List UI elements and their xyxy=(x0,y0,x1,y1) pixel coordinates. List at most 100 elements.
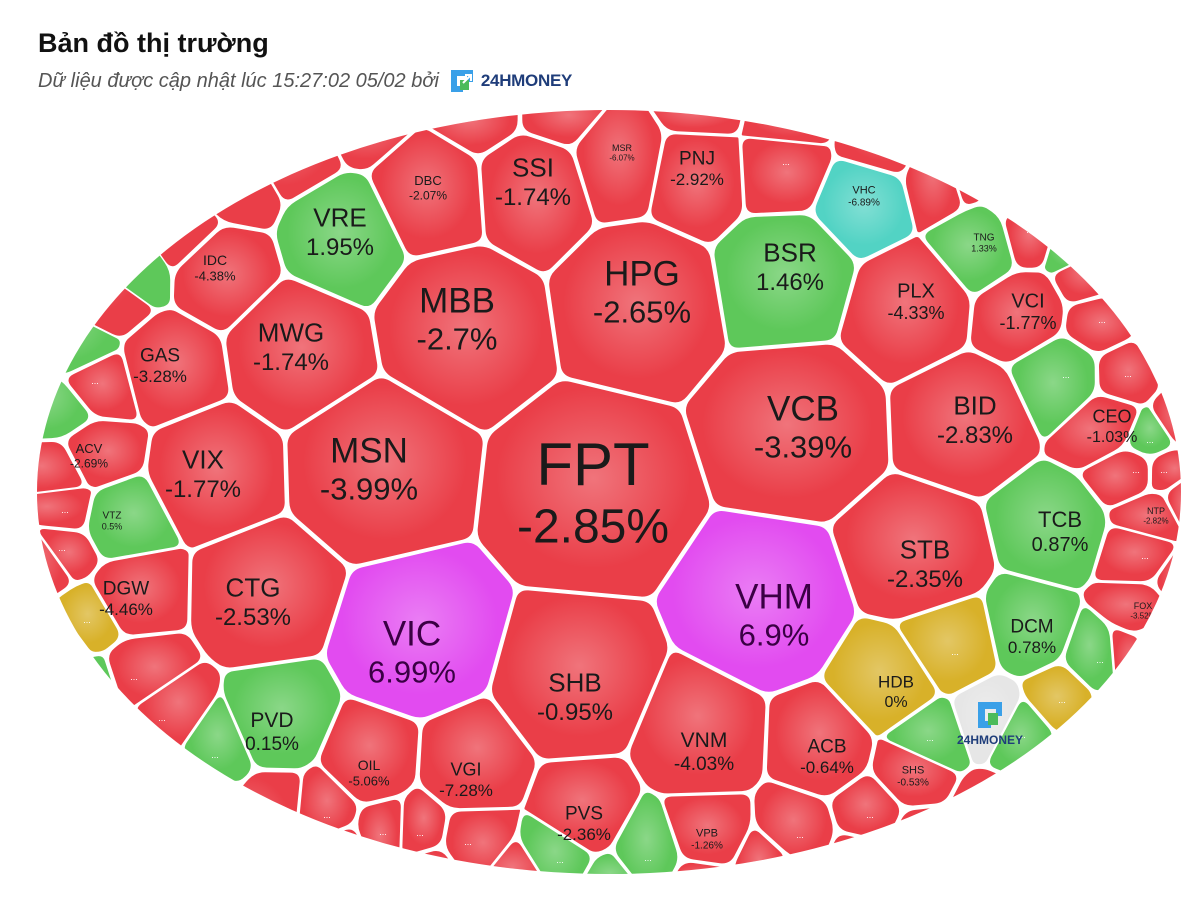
tile-change: -1.74% xyxy=(253,349,329,376)
tile-symbol: HDB xyxy=(878,673,914,692)
tile-change: -4.46% xyxy=(99,600,153,619)
watermark-logo xyxy=(978,702,1002,728)
tile-symbol: VRE xyxy=(313,202,366,232)
filler-tile xyxy=(1086,691,1181,871)
small-tile[interactable] xyxy=(1045,233,1101,273)
tile-symbol: VGI xyxy=(450,759,481,779)
small-tile-ellipsis: ... xyxy=(764,865,772,875)
small-tile-ellipsis: ... xyxy=(556,855,564,865)
filler-tile xyxy=(37,204,151,336)
small-tile-ellipsis: ... xyxy=(1160,465,1168,475)
tile-symbol: VCB xyxy=(767,389,839,428)
small-tile-ellipsis: ... xyxy=(323,810,331,820)
filler-tile xyxy=(83,753,234,874)
tile-change: -4.33% xyxy=(887,303,944,323)
brand-name: 24HMONEY xyxy=(480,71,573,90)
tile-symbol: PVD xyxy=(250,709,293,732)
tile-change: -3.99% xyxy=(320,472,418,507)
small-tile-ellipsis: ... xyxy=(1141,551,1149,561)
tile-symbol: VTZ xyxy=(103,511,122,522)
small-tile-ellipsis: ... xyxy=(866,810,874,820)
small-tile[interactable] xyxy=(3,488,91,529)
small-tile-ellipsis: ... xyxy=(91,376,99,386)
small-tile-ellipsis: ... xyxy=(1058,695,1066,705)
tile-change: 0.5% xyxy=(102,521,123,531)
tile-symbol: VHM xyxy=(735,577,813,616)
tile-change: 1.46% xyxy=(756,269,824,296)
tile-gloss xyxy=(1057,110,1181,245)
tile-gloss xyxy=(1140,615,1181,650)
tile-symbol: PNJ xyxy=(679,148,715,169)
small-tile-ellipsis: ... xyxy=(464,837,472,847)
small-tile-ellipsis: ... xyxy=(1098,315,1106,325)
tile-gloss xyxy=(1021,737,1181,874)
tile-symbol: VIC xyxy=(383,614,441,653)
small-tile-ellipsis: ... xyxy=(1086,270,1094,280)
small-tile-ellipsis: ... xyxy=(1146,435,1154,445)
tile-change: -4.03% xyxy=(674,754,734,775)
small-tile-ellipsis: ... xyxy=(58,543,66,553)
small-tile[interactable] xyxy=(358,799,401,878)
small-tile[interactable] xyxy=(1112,630,1149,689)
tile-gloss xyxy=(891,807,976,874)
filler-tile xyxy=(951,768,1088,874)
small-tile-ellipsis: ... xyxy=(130,672,138,682)
tile-change: -2.92% xyxy=(670,170,724,189)
small-tile-ellipsis: ... xyxy=(83,615,91,625)
tile-symbol: DBC xyxy=(414,173,441,188)
small-tile-ellipsis: ... xyxy=(416,828,424,838)
tile-change: -6.89% xyxy=(848,198,880,209)
tile-change: -2.35% xyxy=(887,566,963,593)
tile-change: -2.07% xyxy=(409,189,447,203)
filler-tile xyxy=(741,110,840,144)
tile-symbol: STB xyxy=(900,534,951,564)
small-tile-ellipsis: ... xyxy=(941,170,949,180)
tile-symbol: GAS xyxy=(140,345,180,366)
filler-tile xyxy=(37,711,170,874)
small-tile-ellipsis: ... xyxy=(1062,370,1070,380)
tile-gloss xyxy=(1111,166,1181,314)
filler-tile xyxy=(824,835,902,874)
tile-symbol: VCI xyxy=(1011,290,1044,312)
filler-tile xyxy=(1111,166,1181,314)
update-text: Dữ liệu được cập nhật lúc 15:27:02 05/02… xyxy=(38,69,439,92)
tile-change: -3.28% xyxy=(133,367,187,386)
filler-tile xyxy=(37,656,119,815)
tile-change: -0.53% xyxy=(897,778,929,789)
tile-change: 0% xyxy=(884,694,907,711)
filler-tile xyxy=(271,829,377,874)
tile-symbol: CEO xyxy=(1092,407,1131,427)
filler-tile xyxy=(1021,737,1181,874)
update-subtitle: Dữ liệu được cập nhật lúc 15:27:02 05/02… xyxy=(38,68,572,94)
small-tile-ellipsis: ... xyxy=(644,853,652,863)
brand-logo[interactable]: 24HMONEY xyxy=(447,68,572,94)
tile-change: -1.03% xyxy=(1087,429,1138,446)
tile-gloss xyxy=(1086,691,1181,871)
small-tile-ellipsis: ... xyxy=(379,827,387,837)
tile-symbol: FPT xyxy=(536,431,649,498)
filler-tile xyxy=(37,110,171,308)
tile-gloss xyxy=(951,768,1088,874)
tile-symbol: VHC xyxy=(852,185,875,197)
filler-tile xyxy=(195,772,300,874)
tile-symbol: DGW xyxy=(103,578,150,599)
small-tile[interactable] xyxy=(1055,248,1112,302)
filler-tile xyxy=(1057,110,1181,245)
tile-symbol: MBB xyxy=(419,281,495,320)
page-title: Bản đồ thị trường xyxy=(38,28,269,58)
small-tile[interactable] xyxy=(1140,615,1198,650)
tile-change: -2.65% xyxy=(593,295,691,330)
tile-change: 1.33% xyxy=(971,243,997,253)
tile-symbol: SHB xyxy=(548,667,601,697)
tile-symbol: BID xyxy=(953,390,996,420)
small-tile-ellipsis: ... xyxy=(61,505,69,515)
tile-symbol: BSR xyxy=(763,237,816,267)
tile-symbol: MSR xyxy=(612,143,633,153)
filler-tile xyxy=(1143,644,1181,714)
small-tile-ellipsis: ... xyxy=(1158,635,1166,645)
tile-change: -0.64% xyxy=(800,758,854,777)
tile-symbol: VNM xyxy=(681,729,728,752)
small-tile-ellipsis: ... xyxy=(158,713,166,723)
filler-tile xyxy=(96,110,281,229)
